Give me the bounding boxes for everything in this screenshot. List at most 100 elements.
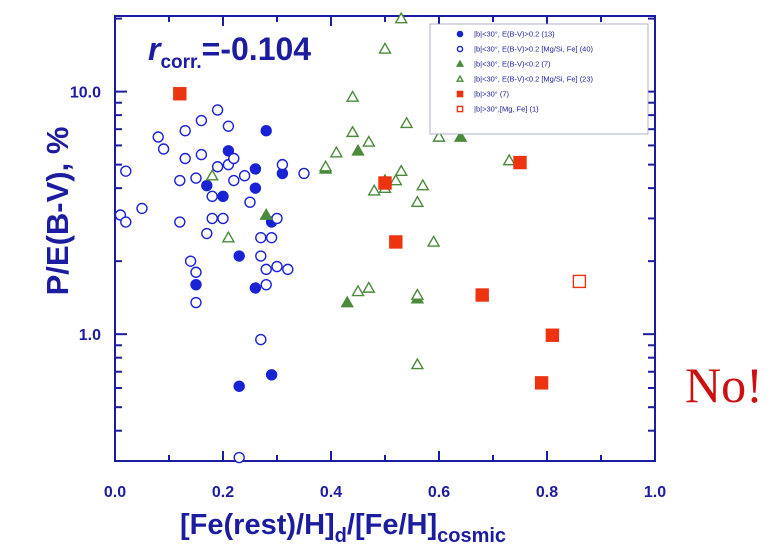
no-annotation: No! bbox=[685, 357, 763, 413]
legend-entry: |b|<30°, E(B-V)<0.2 (7) bbox=[474, 60, 551, 69]
legend-entry: |b|<30°, E(B-V)>0.2 (13) bbox=[474, 30, 555, 39]
data-point bbox=[195, 114, 208, 127]
x-tick-label: 0.4 bbox=[320, 484, 342, 501]
data-point bbox=[190, 296, 202, 309]
x-tick-label: 0.0 bbox=[104, 484, 126, 501]
data-point bbox=[217, 190, 229, 203]
legend-entry: |b|<30°, E(B-V)<0.2 [Mg/Si, Fe] (23) bbox=[474, 75, 594, 84]
data-point bbox=[416, 178, 430, 191]
data-point bbox=[201, 179, 213, 192]
data-point bbox=[389, 173, 403, 186]
data-point bbox=[190, 278, 202, 291]
data-point bbox=[238, 170, 251, 182]
legend-marker bbox=[455, 59, 465, 67]
legend: |b|<30°, E(B-V)>0.2 (13) |b|<30°, E(B-V)>… bbox=[429, 23, 649, 135]
legend-entry: |b|<30°, E(B-V)>0.2 [Mg/Si, Fe] (40) bbox=[474, 45, 594, 54]
data-point bbox=[545, 328, 560, 342]
data-point bbox=[136, 202, 148, 215]
data-point bbox=[282, 263, 294, 276]
data-point bbox=[195, 148, 208, 161]
data-point bbox=[362, 281, 376, 293]
data-point bbox=[184, 255, 197, 267]
data-point bbox=[345, 125, 360, 138]
data-point bbox=[174, 216, 186, 228]
data-point bbox=[513, 155, 527, 170]
data-point bbox=[394, 164, 408, 176]
legend-marker bbox=[456, 105, 464, 113]
data-point bbox=[265, 231, 278, 244]
data-point bbox=[228, 152, 240, 165]
data-point bbox=[378, 41, 392, 54]
legend-marker bbox=[456, 90, 464, 98]
data-point bbox=[255, 231, 267, 244]
data-point bbox=[222, 145, 235, 157]
data-point bbox=[432, 130, 446, 142]
data-point bbox=[329, 145, 344, 158]
x-axis-label: [Fe(rest)/H]d/[Fe/H]cosmic bbox=[180, 509, 506, 547]
data-point bbox=[222, 120, 235, 132]
data-point bbox=[174, 174, 186, 187]
data-point bbox=[399, 116, 414, 129]
data-point bbox=[249, 163, 262, 175]
data-point bbox=[410, 195, 425, 208]
legend-box bbox=[429, 23, 649, 135]
data-point bbox=[179, 152, 191, 165]
data-point bbox=[340, 295, 354, 308]
data-point bbox=[201, 227, 213, 240]
data-point bbox=[389, 235, 403, 249]
legend-entry: |b|>30° (7) bbox=[474, 90, 510, 99]
data-point bbox=[173, 87, 187, 101]
x-tick-label: 0.6 bbox=[428, 484, 450, 501]
data-point bbox=[228, 174, 240, 187]
data-point bbox=[453, 130, 468, 142]
data-point bbox=[221, 230, 236, 243]
data-point bbox=[351, 143, 365, 156]
y-tick-label: 10.0 bbox=[70, 85, 101, 102]
data-point bbox=[249, 282, 262, 294]
y-tick-label: 1.0 bbox=[79, 327, 101, 344]
data-point bbox=[502, 153, 516, 166]
data-point bbox=[534, 376, 549, 390]
data-points bbox=[114, 11, 587, 464]
data-point bbox=[233, 250, 245, 262]
data-point bbox=[190, 172, 202, 184]
data-point bbox=[426, 235, 441, 247]
data-point bbox=[179, 125, 191, 137]
data-point bbox=[244, 196, 256, 208]
data-point bbox=[206, 212, 218, 225]
data-point bbox=[120, 165, 132, 177]
data-point bbox=[265, 369, 278, 381]
data-point bbox=[298, 167, 310, 180]
data-point bbox=[217, 212, 229, 225]
tick-labels: 0.0 0.2 0.4 0.6 0.8 1.0 1.0 10.0 bbox=[70, 85, 666, 501]
correlation-annotation: rcorr.=-0.104 bbox=[148, 31, 311, 73]
data-point bbox=[249, 182, 262, 194]
legend-marker bbox=[456, 30, 464, 38]
data-point bbox=[378, 176, 392, 190]
data-point bbox=[259, 208, 273, 220]
axis-ticks bbox=[114, 16, 656, 462]
data-point bbox=[362, 135, 376, 147]
data-point bbox=[255, 333, 267, 346]
x-tick-label: 1.0 bbox=[644, 484, 666, 501]
data-point bbox=[190, 266, 202, 278]
data-point bbox=[572, 274, 587, 289]
legend-marker bbox=[455, 74, 465, 82]
data-point bbox=[255, 250, 267, 262]
legend-marker bbox=[456, 45, 464, 53]
data-point bbox=[318, 159, 333, 172]
data-point bbox=[351, 284, 365, 297]
data-point bbox=[410, 288, 425, 300]
data-point bbox=[211, 161, 224, 173]
data-point bbox=[367, 183, 381, 196]
data-point bbox=[157, 143, 170, 155]
legend-entry: |b|>30°,[Mg, Fe] (1) bbox=[474, 105, 539, 114]
data-point bbox=[233, 380, 245, 392]
data-point bbox=[394, 11, 408, 24]
y-axis-label: P/E(B-V), % bbox=[40, 127, 75, 296]
x-tick-label: 0.8 bbox=[536, 484, 558, 501]
data-point bbox=[271, 260, 283, 273]
data-point bbox=[211, 104, 224, 116]
data-point bbox=[120, 216, 132, 228]
